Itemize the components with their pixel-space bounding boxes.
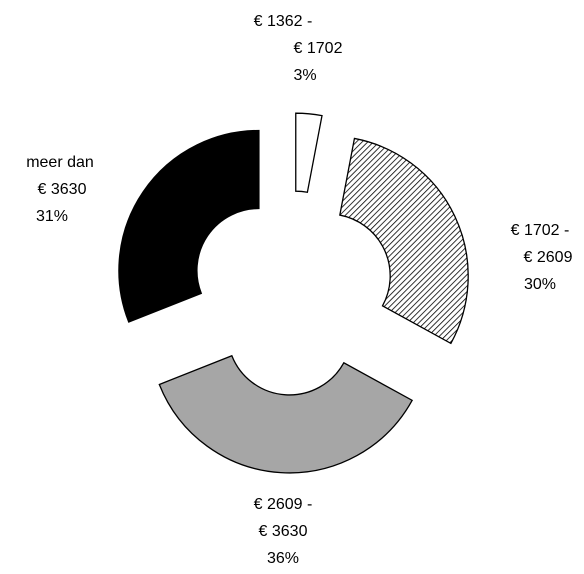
segment-label: € 3630 bbox=[259, 523, 308, 540]
value-label: 36% bbox=[267, 550, 299, 567]
segment-label: € 1702 - bbox=[511, 222, 570, 239]
segment-label: meer dan bbox=[26, 154, 94, 171]
value-label: 30% bbox=[524, 276, 556, 293]
donut-segment bbox=[158, 354, 414, 474]
donut-segment bbox=[339, 137, 469, 345]
donut-segment bbox=[295, 112, 323, 194]
segment-label: € 1702 bbox=[294, 40, 343, 57]
donut-segment bbox=[118, 129, 260, 323]
segment-label: € 3630 bbox=[38, 181, 87, 198]
value-label: 3% bbox=[293, 67, 316, 84]
segment-label: € 1362 - bbox=[254, 13, 313, 30]
value-label: 31% bbox=[36, 208, 68, 225]
segment-label: € 2609 - bbox=[254, 496, 313, 513]
segment-label: € 2609 bbox=[524, 249, 573, 266]
